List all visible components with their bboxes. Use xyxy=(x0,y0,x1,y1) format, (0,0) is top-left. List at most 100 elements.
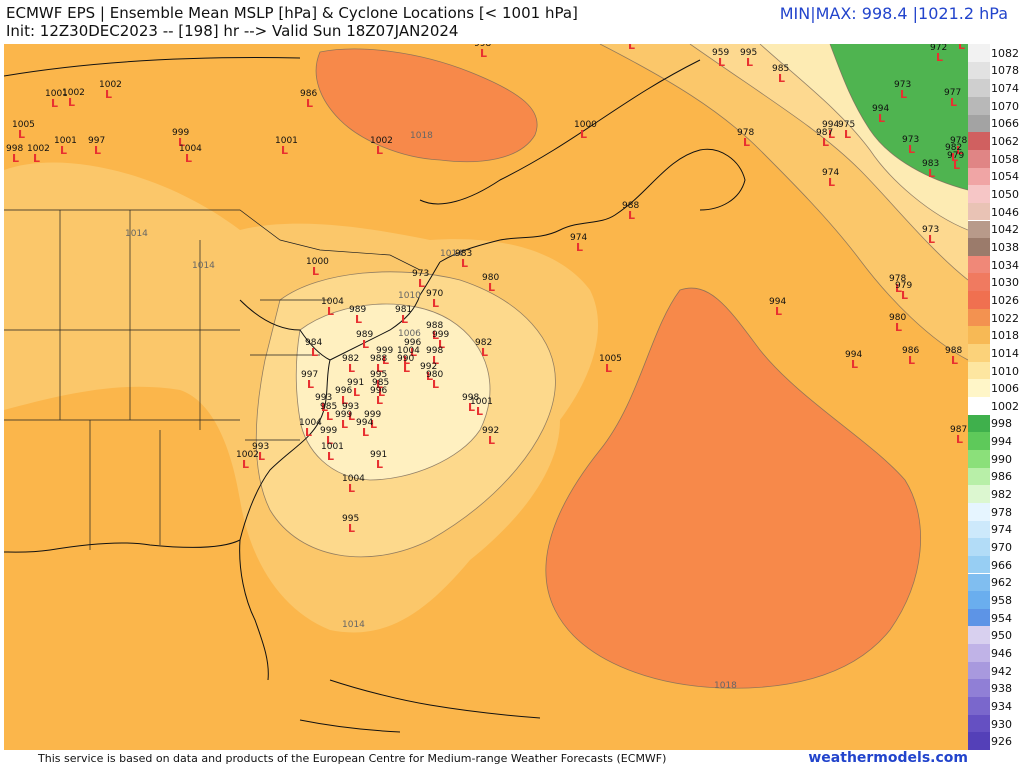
cyclone-pressure-label: 989 xyxy=(356,330,373,340)
colorbar-swatch xyxy=(968,626,990,645)
colorbar-label: 998 xyxy=(991,417,1012,431)
cyclone-pressure-label: 989 xyxy=(349,305,366,315)
cyclone-pressure-label: 978 xyxy=(889,274,906,284)
low-center-icon: L xyxy=(580,128,587,141)
colorbar-label: 954 xyxy=(991,611,1012,625)
low-center-icon: L xyxy=(327,305,334,318)
low-center-icon: L xyxy=(348,522,355,535)
low-center-icon: L xyxy=(376,362,383,375)
colorbar-step: 926 xyxy=(968,732,1020,750)
low-center-icon: L xyxy=(410,346,417,359)
low-center-icon: L xyxy=(951,151,958,164)
cyclone-pressure-label: 979 xyxy=(947,151,964,161)
colorbar-step: 962 xyxy=(968,573,1020,592)
minmax-readout: MIN|MAX: 998.4 |1021.2 hPa xyxy=(779,4,1008,23)
cyclone-pressure-label: 988 xyxy=(370,354,387,364)
low-center-icon: L xyxy=(258,450,265,463)
cyclone-pressure-label: 981 xyxy=(395,305,412,315)
low-center-icon: L xyxy=(481,346,488,359)
low-center-icon: L xyxy=(461,257,468,270)
cyclone-pressure-label: 982 xyxy=(342,354,359,364)
low-center-icon: L xyxy=(33,152,40,165)
low-center-icon: L xyxy=(105,88,112,101)
colorbar-step: 990 xyxy=(968,449,1020,468)
colorbar-step: 946 xyxy=(968,644,1020,662)
cyclone-pressure-label: 982 xyxy=(945,143,962,153)
footer: This service is based on data and produc… xyxy=(0,750,1024,768)
colorbar-swatch xyxy=(968,679,990,698)
colorbar-swatch xyxy=(968,449,990,468)
cyclone-pressure-label: 998 xyxy=(474,44,491,49)
colorbar-step: 1062 xyxy=(968,132,1020,150)
cyclone-pressure-label: 999 xyxy=(320,426,337,436)
colorbar-step: 938 xyxy=(968,679,1020,698)
low-center-icon: L xyxy=(956,144,963,157)
cyclone-pressure-label: 999 xyxy=(376,346,393,356)
colorbar-swatch xyxy=(968,344,990,362)
colorbar-swatch xyxy=(968,308,990,327)
low-center-icon: L xyxy=(895,282,902,295)
colorbar-label: 1058 xyxy=(991,152,1019,166)
cyclone-pressure-label: 986 xyxy=(300,89,317,99)
colorbar-swatch xyxy=(968,485,990,503)
cyclone-pressure-label: 993 xyxy=(252,442,269,452)
low-center-icon: L xyxy=(956,433,963,446)
colorbar-swatch xyxy=(968,379,990,397)
low-center-icon: L xyxy=(928,233,935,246)
colorbar-step: 1078 xyxy=(968,61,1020,80)
coastlines xyxy=(4,57,746,733)
colorbar-label: 1054 xyxy=(991,170,1019,184)
cyclone-pressure-label: 994 xyxy=(822,120,839,130)
colorbar-step: 950 xyxy=(968,626,1020,645)
colorbar-label: 1066 xyxy=(991,117,1019,131)
colorbar-step: 970 xyxy=(968,538,1020,556)
low-center-icon: L xyxy=(401,313,408,326)
site-link[interactable]: weathermodels.com xyxy=(808,750,968,766)
low-center-icon: L xyxy=(68,96,75,109)
cyclone-pressure-label: 980 xyxy=(482,273,499,283)
low-center-icon: L xyxy=(327,450,334,463)
low-center-icon: L xyxy=(242,458,249,471)
cyclone-pressure-label: 1001 xyxy=(45,89,68,99)
low-center-icon: L xyxy=(605,362,612,375)
cyclone-pressure-label: 985 xyxy=(320,402,337,412)
colorbar-swatch xyxy=(968,220,990,239)
cyclone-pressure-label: 1005 xyxy=(12,120,35,130)
cyclone-pressure-label: 972 xyxy=(930,44,947,53)
low-center-icon: L xyxy=(306,97,313,110)
cyclone-pressure-label: 998 xyxy=(6,144,23,154)
low-center-icon: L xyxy=(321,401,328,414)
cyclone-pressure-label: 995 xyxy=(342,514,359,524)
low-center-icon: L xyxy=(438,338,445,351)
colorbar-step: 958 xyxy=(968,591,1020,609)
colorbar-step: 934 xyxy=(968,697,1020,715)
low-center-icon: L xyxy=(828,176,835,189)
colorbar-swatch xyxy=(968,591,990,609)
borders xyxy=(4,209,421,550)
colorbar-swatch xyxy=(968,255,990,274)
colorbar-step: 1082 xyxy=(968,44,1020,62)
isobar-region-1006 xyxy=(296,303,490,480)
low-center-icon: L xyxy=(376,394,383,407)
colorbar-step: 1026 xyxy=(968,291,1020,309)
colorbar-swatch xyxy=(968,79,990,97)
